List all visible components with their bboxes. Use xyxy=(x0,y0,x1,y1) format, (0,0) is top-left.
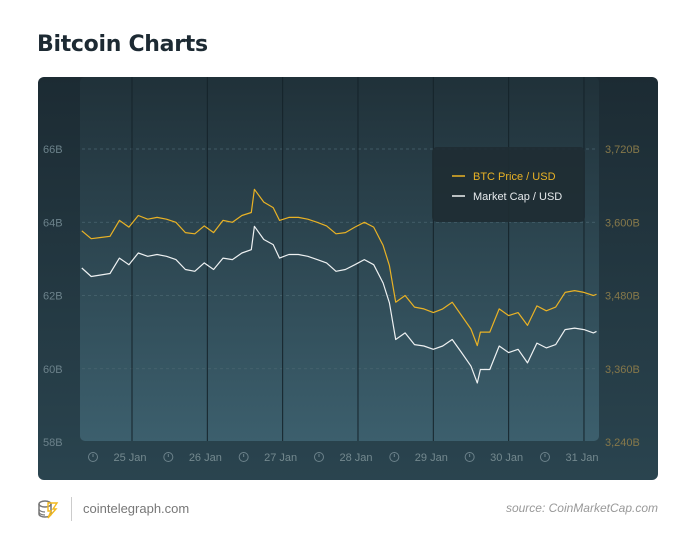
bitcoin-chart: 66B 3,720B 64B 3,600B 62B 3,480B 60B 3,360B 58B 3… xyxy=(43,77,640,464)
clock-icon-face xyxy=(88,452,98,462)
footer-source: source: CoinMarketCap.com xyxy=(505,501,658,515)
page-title: Bitcoin Charts xyxy=(37,32,208,57)
x-axis-tick-label: 30 Jan xyxy=(490,452,523,464)
clock-icon xyxy=(389,452,400,462)
legend-label-btc: BTC Price / USD xyxy=(473,171,556,183)
clock-icon xyxy=(313,452,324,462)
clock-icon-face xyxy=(313,452,324,462)
clock-icon xyxy=(163,452,174,462)
legend: BTC Price / USD Market Cap / USD xyxy=(432,147,585,222)
market-cap-line xyxy=(81,225,597,384)
right-axis-tick-label: 3,720B xyxy=(605,144,640,156)
plot-area xyxy=(80,77,599,441)
left-axis-tick-label: 64B xyxy=(43,217,63,229)
x-axis-tick-label: 31 Jan xyxy=(565,452,598,464)
footer-site: cointelegraph.com xyxy=(83,501,190,516)
left-axis-tick-label: 60B xyxy=(43,364,63,376)
right-axis-tick-label: 3,360B xyxy=(605,364,640,376)
clock-icon-face xyxy=(539,452,550,462)
left-axis-tick-label: 62B xyxy=(43,291,63,303)
clock-icon xyxy=(539,452,550,462)
left-axis-tick-label: 58B xyxy=(43,437,63,449)
legend-label-market-cap: Market Cap / USD xyxy=(473,191,562,203)
x-axis-tick-label: 25 Jan xyxy=(113,452,146,464)
left-axis-tick-label: 66B xyxy=(43,144,63,156)
clock-icon xyxy=(464,452,475,462)
footer-divider xyxy=(71,497,72,521)
right-axis-tick-label: 3,240B xyxy=(605,437,640,449)
clock-icon-face xyxy=(238,452,249,462)
clock-icon-face xyxy=(163,452,174,462)
x-axis-tick-label: 29 Jan xyxy=(415,452,448,464)
x-axis-tick-label: 26 Jan xyxy=(189,452,222,464)
right-axis-tick-label: 3,480B xyxy=(605,291,640,303)
clock-icon-face xyxy=(464,452,475,462)
clock-icon xyxy=(238,452,249,462)
right-axis-tick-label: 3,600B xyxy=(605,217,640,229)
clock-icon-face xyxy=(389,452,400,462)
x-axis-tick-label: 27 Jan xyxy=(264,452,297,464)
btc-price-line xyxy=(81,188,597,347)
chart-card: 66B 3,720B 64B 3,600B 62B 3,480B 60B 3,360B 58B 3… xyxy=(38,77,658,480)
clock-icon xyxy=(88,452,98,462)
cointelegraph-logo-icon xyxy=(38,500,59,519)
x-axis-tick-label: 28 Jan xyxy=(339,452,372,464)
